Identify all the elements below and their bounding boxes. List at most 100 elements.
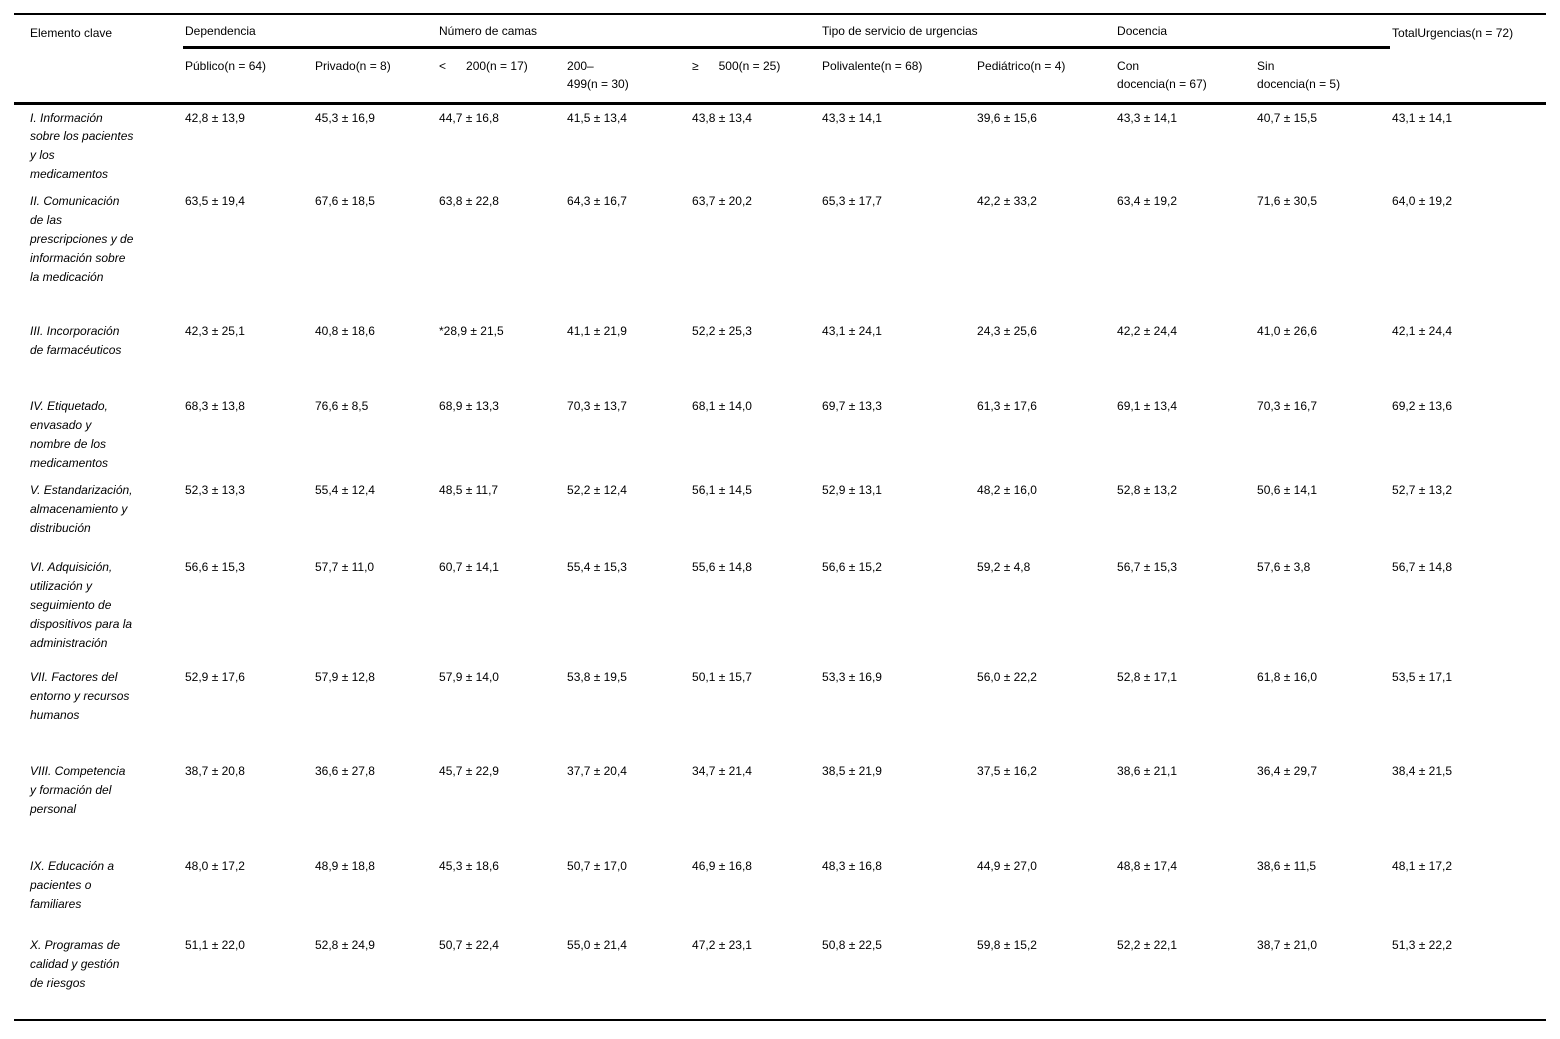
data-cell: 59,8 ± 15,2 [977,938,1037,953]
table-row: X. Programas de calidad y gestión de rie… [14,932,1546,1020]
data-cell: 48,8 ± 17,4 [1117,859,1177,874]
data-cell: 61,8 ± 16,0 [1257,670,1317,685]
data-cell: 76,6 ± 8,5 [315,399,369,414]
data-cell: 48,5 ± 11,7 [439,483,499,498]
data-cell: 69,1 ± 13,4 [1117,399,1177,414]
data-cell: 68,3 ± 13,8 [185,399,245,414]
sub-header-row: Público(n = 64) Privado(n = 8) < 200(n = 1… [14,47,1546,103]
data-cell: 52,7 ± 13,2 [1392,483,1452,498]
data-cell: 70,3 ± 16,7 [1257,399,1317,414]
data-cell: 56,6 ± 15,3 [185,560,245,575]
table-row: VI. Adquisición, utilización y seguimien… [14,554,1546,664]
data-cell: 56,7 ± 15,3 [1117,560,1177,575]
data-cell: 41,5 ± 13,4 [567,110,627,125]
row-label: V. Estandarización, almacenamiento y dis… [30,483,133,536]
corner-header: Elemento clave [30,26,113,40]
data-cell: 57,9 ± 14,0 [439,670,499,685]
data-cell: 48,1 ± 17,2 [1392,859,1452,874]
data-cell: 36,6 ± 27,8 [315,764,375,779]
data-cell: 63,4 ± 19,2 [1117,194,1177,209]
data-cell: 34,7 ± 21,4 [692,764,752,779]
table-row: IX. Educación a pacientes o familiares 48… [14,853,1546,932]
data-cell: 44,9 ± 27,0 [977,859,1037,874]
data-cell: 50,8 ± 22,5 [822,938,882,953]
row-label: I. Información sobre los pacientes y los… [30,110,134,182]
data-cell: 41,0 ± 26,6 [1257,324,1317,339]
data-cell: 45,7 ± 22,9 [439,764,499,779]
data-cell: 43,3 ± 14,1 [822,110,882,125]
data-cell: 64,3 ± 16,7 [567,194,627,209]
data-cell: 50,6 ± 14,1 [1257,483,1317,498]
data-cell: 39,6 ± 15,6 [977,110,1037,125]
table-row: IV. Etiquetado, envasado y nombre de los… [14,393,1546,477]
data-cell: 46,9 ± 16,8 [692,859,752,874]
data-cell: 56,7 ± 14,8 [1392,560,1452,575]
row-label: VII. Factores del entorno y recursos hum… [30,670,130,723]
data-cell: 68,1 ± 14,0 [692,399,752,414]
data-cell: 63,7 ± 20,2 [692,194,752,209]
data-cell: 43,1 ± 24,1 [822,324,882,339]
data-cell: 57,6 ± 3,8 [1257,560,1311,575]
group-header-row: Elemento clave Dependencia Número de cama… [14,14,1546,49]
data-cell: 52,2 ± 22,1 [1117,938,1177,953]
data-cell: 55,0 ± 21,4 [567,938,627,953]
data-cell: 45,3 ± 16,9 [315,110,375,125]
data-cell: 51,3 ± 22,2 [1392,938,1452,953]
data-cell: 52,2 ± 12,4 [567,483,627,498]
data-cell: 36,4 ± 29,7 [1257,764,1317,779]
data-cell: 60,7 ± 14,1 [439,560,499,575]
data-cell: 53,8 ± 19,5 [567,670,627,685]
data-cell: 52,8 ± 17,1 [1117,670,1177,685]
data-cell: 52,9 ± 13,1 [822,483,882,498]
table-row: VIII. Competencia y formación del person… [14,758,1546,853]
data-cell: 38,6 ± 11,5 [1257,859,1317,874]
data-cell: 59,2 ± 4,8 [977,560,1031,575]
group-header: Dependencia [183,14,438,49]
column-header: ≥ 500(n = 25) [692,58,781,73]
row-label: II. Comunicación de las prescripciones y… [30,194,134,285]
data-cell: 57,9 ± 12,8 [315,670,375,685]
data-cell: 71,6 ± 30,5 [1257,194,1317,209]
row-label: VIII. Competencia y formación del person… [30,764,126,817]
data-cell: 55,4 ± 12,4 [315,483,375,498]
data-cell: 56,6 ± 15,2 [822,560,882,575]
column-header: Sin docencia(n = 5) [1257,58,1341,92]
data-cell: 63,5 ± 19,4 [185,194,245,209]
table-body: I. Información sobre los pacientes y los… [14,103,1546,1020]
table-row: VII. Factores del entorno y recursos hum… [14,664,1546,758]
data-cell: 37,5 ± 16,2 [977,764,1037,779]
data-cell: 43,1 ± 14,1 [1392,110,1452,125]
data-cell: 70,3 ± 13,7 [567,399,627,414]
data-cell: 56,0 ± 22,2 [977,670,1037,685]
data-cell: 37,7 ± 20,4 [567,764,627,779]
column-header: Con docencia(n = 67) [1117,58,1207,92]
data-cell: 65,3 ± 17,7 [822,194,882,209]
data-cell: 43,8 ± 13,4 [692,110,752,125]
data-cell: 57,7 ± 11,0 [315,560,375,575]
data-cell: 44,7 ± 16,8 [439,110,499,125]
data-cell: 52,2 ± 25,3 [692,324,752,339]
group-header: Docencia [1115,14,1391,49]
data-cell: 24,3 ± 25,6 [977,324,1037,339]
data-cell: 38,6 ± 21,1 [1117,764,1177,779]
data-cell: 47,2 ± 23,1 [692,938,752,953]
table-header: Elemento clave Dependencia Número de cama… [14,14,1547,103]
data-cell: 53,5 ± 17,1 [1392,670,1452,685]
data-cell: 56,1 ± 14,5 [692,483,752,498]
data-cell: 38,7 ± 21,0 [1257,938,1317,953]
table-row: I. Información sobre los pacientes y los… [14,103,1546,188]
row-label: VI. Adquisición, utilización y seguimien… [30,560,133,650]
data-cell: *28,9 ± 21,5 [439,324,504,339]
data-cell: 50,7 ± 22,4 [439,938,499,953]
data-cell: 52,3 ± 13,3 [185,483,245,498]
results-table: Elemento clave Dependencia Número de cama… [14,13,1547,1022]
data-cell: 52,9 ± 17,6 [185,670,245,685]
total-header: TotalUrgencias(n = 72) [1392,26,1514,40]
data-cell: 42,2 ± 33,2 [977,194,1037,209]
data-cell: 69,7 ± 13,3 [822,399,882,414]
column-header: Pediátrico(n = 4) [977,58,1066,73]
table-row: III. Incorporación de farmacéuticos 42,3 … [14,318,1546,393]
group-header: Número de camas [437,14,821,49]
data-cell: 61,3 ± 17,6 [977,399,1037,414]
data-cell: 48,2 ± 16,0 [977,483,1037,498]
